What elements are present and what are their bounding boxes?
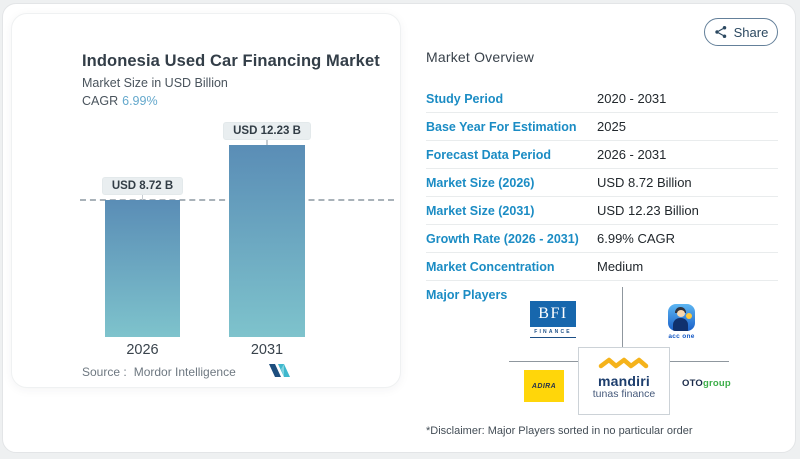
major-players-label: Major Players xyxy=(426,288,508,302)
bar-2026 xyxy=(105,200,180,337)
row-label: Base Year For Estimation xyxy=(426,119,577,134)
row-label: Market Concentration xyxy=(426,259,555,274)
overview-heading: Market Overview xyxy=(426,49,535,65)
acc-one-app-icon xyxy=(668,304,695,331)
acc-one-figure-body xyxy=(673,318,688,331)
mordor-intelligence-logo-icon xyxy=(269,363,290,383)
share-icon xyxy=(714,25,728,39)
row-value: 6.99% CAGR xyxy=(597,231,676,246)
disclaimer-text: *Disclaimer: Major Players sorted in no … xyxy=(426,425,693,437)
oto-logo-text-green: group xyxy=(703,378,731,389)
table-row: Market Size (2031) USD 12.23 Billion xyxy=(426,197,778,225)
source-name: Mordor Intelligence xyxy=(133,365,236,379)
mandiri-name-text: mandiri xyxy=(598,373,650,389)
table-row: Base Year For Estimation 2025 xyxy=(426,113,778,141)
row-label: Market Size (2026) xyxy=(426,175,535,190)
cagr-line: CAGR 6.99% xyxy=(82,94,158,108)
row-value: Medium xyxy=(597,259,644,274)
row-label: Growth Rate (2026 - 2031) xyxy=(426,231,579,246)
adira-logo-text: ADIRA xyxy=(531,382,557,390)
acc-one-caption: acc one xyxy=(668,333,695,340)
table-row: Market Concentration Medium xyxy=(426,253,778,281)
cagr-label: CAGR xyxy=(82,94,119,108)
bar-chart: USD 8.72 B USD 12.23 B 2026 2031 xyxy=(12,14,400,387)
row-label: Market Size (2031) xyxy=(426,203,535,218)
table-row: Study Period 2020 - 2031 xyxy=(426,85,778,113)
source-line: Source : Mordor Intelligence xyxy=(82,365,236,379)
row-value: 2026 - 2031 xyxy=(597,147,667,162)
acc-one-figure-head xyxy=(677,310,685,317)
connector-vertical-line xyxy=(622,287,623,347)
share-button-label: Share xyxy=(733,24,769,40)
oto-group-logo: OTOgroup xyxy=(682,378,731,389)
row-value: 2020 - 2031 xyxy=(597,91,667,106)
mandiri-subtitle-text: tunas finance xyxy=(592,387,656,400)
badge-pointer-tick xyxy=(266,140,268,145)
table-row: Growth Rate (2026 - 2031) 6.99% CAGR xyxy=(426,225,778,253)
row-label: Study Period xyxy=(426,91,504,106)
mandiri-wave-icon xyxy=(598,356,650,374)
cagr-value: 6.99% xyxy=(122,94,158,108)
bar-2031 xyxy=(229,145,305,337)
row-label: Forecast Data Period xyxy=(426,147,552,162)
row-value: 2025 xyxy=(597,119,626,134)
bar-value-badge-2026: USD 8.72 B xyxy=(101,177,184,195)
row-value: USD 12.23 Billion xyxy=(597,203,699,218)
bar-group-2026: USD 8.72 B xyxy=(101,14,184,337)
chart-title: Indonesia Used Car Financing Market xyxy=(82,52,380,70)
outer-card: Indonesia Used Car Financing Market Mark… xyxy=(2,3,796,453)
adira-finance-logo: ADIRA xyxy=(524,370,564,402)
bar-value-badge-2031: USD 12.23 B xyxy=(223,122,311,140)
acc-one-figure-accent xyxy=(686,313,692,319)
x-axis-label-2031: 2031 xyxy=(250,342,284,358)
chart-subtitle: Market Size in USD Billion xyxy=(82,76,228,90)
row-value: USD 8.72 Billion xyxy=(597,175,692,190)
bfi-logo-text: BFI xyxy=(530,301,576,327)
acc-one-logo: acc one xyxy=(661,304,702,340)
table-row: Market Size (2026) USD 8.72 Billion xyxy=(426,169,778,197)
mandiri-tunas-finance-logo: mandiri tunas finance xyxy=(578,347,670,415)
chart-card: Indonesia Used Car Financing Market Mark… xyxy=(11,13,401,388)
major-players-section: Major Players BFI FINANCE acc one xyxy=(426,283,778,418)
share-button[interactable]: Share xyxy=(704,18,778,46)
bfi-finance-logo: BFI FINANCE xyxy=(530,301,576,338)
x-axis-label-2026: 2026 xyxy=(126,342,159,358)
badge-pointer-tick xyxy=(141,195,144,200)
bfi-finance-text: FINANCE xyxy=(530,327,576,338)
overview-table: Study Period 2020 - 2031 Base Year For E… xyxy=(426,85,778,281)
source-label: Source : xyxy=(82,365,127,379)
table-row: Forecast Data Period 2026 - 2031 xyxy=(426,141,778,169)
oto-logo-text-dark: OTO xyxy=(682,378,704,389)
bar-group-2031: USD 12.23 B xyxy=(223,14,311,337)
